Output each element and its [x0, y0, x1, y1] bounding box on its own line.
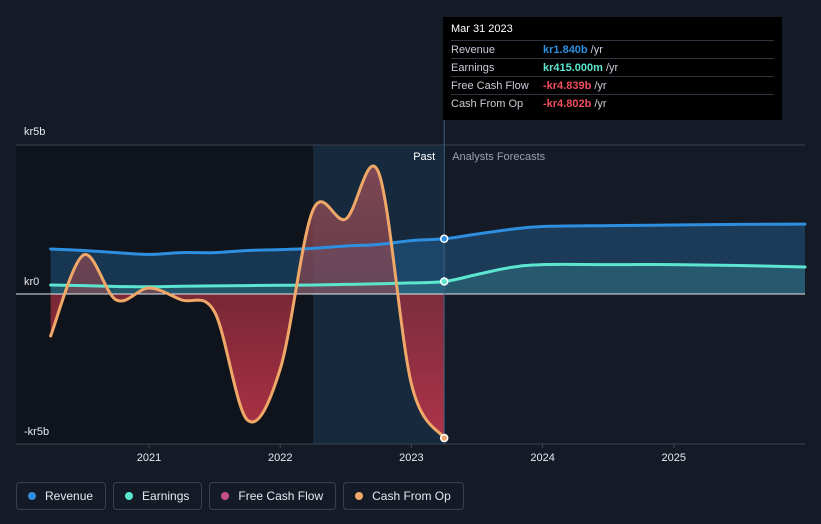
legend-dot-icon: [125, 492, 134, 500]
earnings-line: [49, 262, 807, 289]
revenue-line: [49, 222, 807, 256]
tooltip-value: -kr4.839b: [543, 79, 592, 92]
y-tick-label: kr5b: [24, 126, 45, 138]
legend-label: Cash From Op: [372, 489, 451, 503]
tooltip-unit: /yr: [605, 61, 619, 74]
legend: Revenue Earnings Free Cash Flow Cash Fro…: [16, 482, 464, 510]
x-tick-label: 2022: [268, 452, 292, 464]
legend-item-cash-from-op[interactable]: Cash From Op: [343, 482, 464, 510]
legend-label: Free Cash Flow: [238, 489, 324, 503]
legend-item-revenue[interactable]: Revenue: [16, 482, 107, 510]
legend-label: Earnings: [142, 489, 190, 503]
y-tick-label: -kr5b: [24, 426, 49, 438]
legend-item-free-cash-flow[interactable]: Free Cash Flow: [209, 482, 337, 510]
cash-from-op-line: [49, 164, 446, 440]
tooltip-date: Mar 31 2023: [451, 23, 513, 35]
legend-dot-icon: [28, 492, 36, 500]
tooltip-label: Cash From Op: [451, 97, 524, 110]
tooltip-label: Free Cash Flow: [451, 79, 529, 92]
tooltip-value: -kr4.802b: [543, 97, 592, 110]
earnings-marker: [439, 277, 449, 286]
x-tick-label: 2024: [530, 452, 554, 464]
tooltip-unit: /yr: [594, 97, 607, 110]
forecast-label: Analysts Forecasts: [452, 151, 545, 163]
tooltip-unit: /yr: [594, 79, 607, 92]
tooltip-label: Earnings: [451, 61, 495, 74]
x-tick-label: 2021: [137, 452, 161, 464]
cash-from-op-marker: [439, 433, 449, 443]
revenue-marker: [439, 234, 449, 244]
cash-from-op-positive-area: [50, 166, 445, 294]
tooltip-label: Revenue: [451, 43, 496, 56]
tooltip-value: kr1.840b: [543, 43, 588, 56]
tooltip: Mar 31 2023 Revenue kr1.840b /yr Earning…: [443, 17, 782, 120]
cash-from-op-negative-area: [50, 294, 445, 439]
x-tick-label: 2025: [662, 452, 686, 464]
revenue-area: [50, 224, 806, 294]
past-label: Past: [413, 151, 435, 163]
tooltip-unit: /yr: [590, 43, 603, 56]
legend-item-earnings[interactable]: Earnings: [113, 482, 203, 510]
tooltip-row-earnings: Earnings kr415.000m /yr: [451, 58, 774, 76]
legend-dot-icon: [221, 492, 230, 500]
tooltip-value: kr415.000m: [543, 61, 603, 74]
tooltip-row-free-cash-flow: Free Cash Flow -kr4.839b /yr: [451, 76, 774, 94]
legend-dot-icon: [355, 492, 364, 500]
x-tick-label: 2023: [399, 452, 423, 464]
y-tick-label: kr0: [24, 276, 39, 288]
tooltip-row-revenue: Revenue kr1.840b /yr: [451, 40, 774, 58]
tooltip-row-cash-from-op: Cash From Op -kr4.802b /yr: [451, 94, 774, 112]
legend-label: Revenue: [45, 489, 94, 503]
